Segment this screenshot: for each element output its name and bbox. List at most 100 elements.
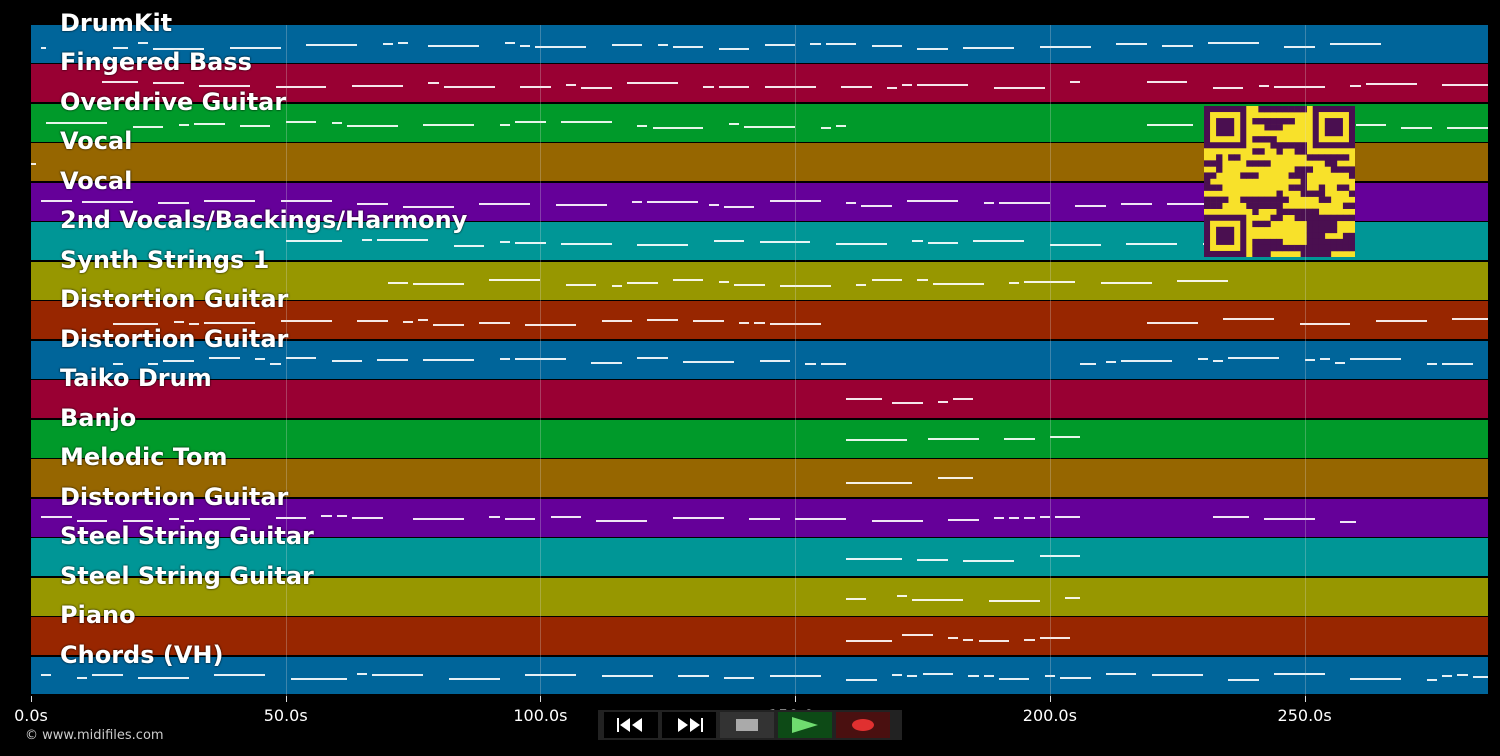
midi-note [1330, 42, 1381, 45]
midi-note [627, 281, 658, 284]
midi-note [331, 121, 342, 124]
midi-note [168, 518, 179, 521]
midi-note [1263, 518, 1315, 521]
midi-note [1039, 554, 1081, 557]
midi-note [1004, 438, 1035, 441]
midi-note [1319, 358, 1331, 361]
midi-note [520, 44, 531, 47]
play-icon [792, 717, 818, 733]
track-label: Vocal [60, 166, 133, 195]
track-lane[interactable] [31, 538, 1488, 577]
rewind-icon [617, 718, 642, 732]
midi-note [759, 360, 791, 363]
tick-label: 100.0s [513, 706, 568, 725]
midi-note [835, 243, 887, 246]
midi-note [891, 674, 903, 677]
track-lane[interactable] [31, 261, 1488, 300]
track-lane[interactable] [31, 419, 1488, 458]
midi-note [963, 638, 974, 641]
midi-note [1070, 81, 1081, 84]
tick-label: 0.0s [14, 706, 48, 725]
grid-line [795, 25, 797, 696]
track-label: Vocal [60, 127, 133, 156]
fast-forward-button[interactable] [662, 712, 716, 738]
midi-note [1060, 677, 1091, 680]
midi-note [1161, 44, 1193, 47]
midi-note [565, 84, 577, 87]
rewind-button[interactable] [604, 712, 658, 738]
track-label: Piano [60, 601, 136, 630]
midi-note [1126, 243, 1178, 246]
track-lane[interactable] [31, 64, 1488, 103]
midi-note [514, 242, 546, 245]
midi-note [601, 320, 633, 323]
midi-note [744, 125, 796, 128]
midi-note [728, 122, 740, 125]
midi-note [428, 82, 439, 85]
track-lane[interactable] [31, 301, 1488, 340]
midi-note [41, 46, 47, 49]
midi-note [963, 46, 1015, 49]
track-label: DrumKit [60, 9, 173, 37]
track-lane[interactable] [31, 577, 1488, 616]
midi-note [255, 358, 266, 361]
midi-note [937, 400, 948, 403]
midi-note [163, 360, 195, 363]
midi-note [1054, 516, 1081, 519]
midi-note [1426, 679, 1438, 682]
midi-note [173, 321, 184, 324]
midi-note [672, 45, 704, 48]
track-lane[interactable] [31, 459, 1488, 498]
midi-note [988, 600, 1040, 603]
midi-note [275, 86, 327, 89]
midi-note [1442, 675, 1453, 678]
stop-icon [736, 719, 758, 731]
midi-note [520, 86, 551, 89]
midi-note [764, 86, 816, 89]
midi-note [555, 203, 607, 206]
midi-note [199, 85, 251, 88]
midi-note [647, 200, 699, 203]
midi-note [601, 675, 653, 678]
midi-note [917, 47, 948, 50]
midi-note [285, 120, 317, 123]
midi-note [357, 202, 388, 205]
midi-note [947, 636, 959, 639]
stop-button[interactable] [720, 712, 774, 738]
track-lane[interactable] [31, 617, 1488, 656]
tick-label: 50.0s [263, 706, 308, 725]
midi-note [677, 675, 709, 678]
midi-note [433, 324, 465, 327]
midi-note [453, 245, 485, 248]
midi-note [886, 87, 898, 90]
midi-note [1274, 673, 1325, 676]
credit-text: © www.midifiles.com [25, 728, 164, 743]
midi-note [158, 201, 189, 204]
grid-line [540, 25, 542, 696]
midi-note [1075, 204, 1106, 207]
midi-note [204, 322, 256, 325]
track-lane[interactable] [31, 656, 1488, 695]
midi-note [499, 241, 510, 244]
midi-note [683, 361, 735, 364]
midi-note [413, 518, 465, 521]
track-lane[interactable] [31, 498, 1488, 537]
track-lane[interactable] [31, 340, 1488, 379]
midi-note [1212, 87, 1244, 90]
midi-note [907, 199, 959, 202]
play-button[interactable] [778, 712, 832, 738]
track-lane[interactable] [31, 25, 1488, 63]
midi-note [1121, 202, 1152, 205]
midi-note [183, 520, 195, 523]
midi-note [1024, 280, 1076, 283]
track-lane[interactable] [31, 380, 1488, 419]
midi-note [820, 363, 847, 366]
midi-note [637, 357, 668, 360]
midi-note [846, 598, 867, 601]
midi-note [1426, 363, 1438, 366]
midi-note [560, 120, 612, 123]
record-button[interactable] [836, 712, 890, 738]
midi-note [1284, 45, 1315, 48]
midi-note [846, 679, 877, 682]
midi-note [178, 123, 189, 126]
